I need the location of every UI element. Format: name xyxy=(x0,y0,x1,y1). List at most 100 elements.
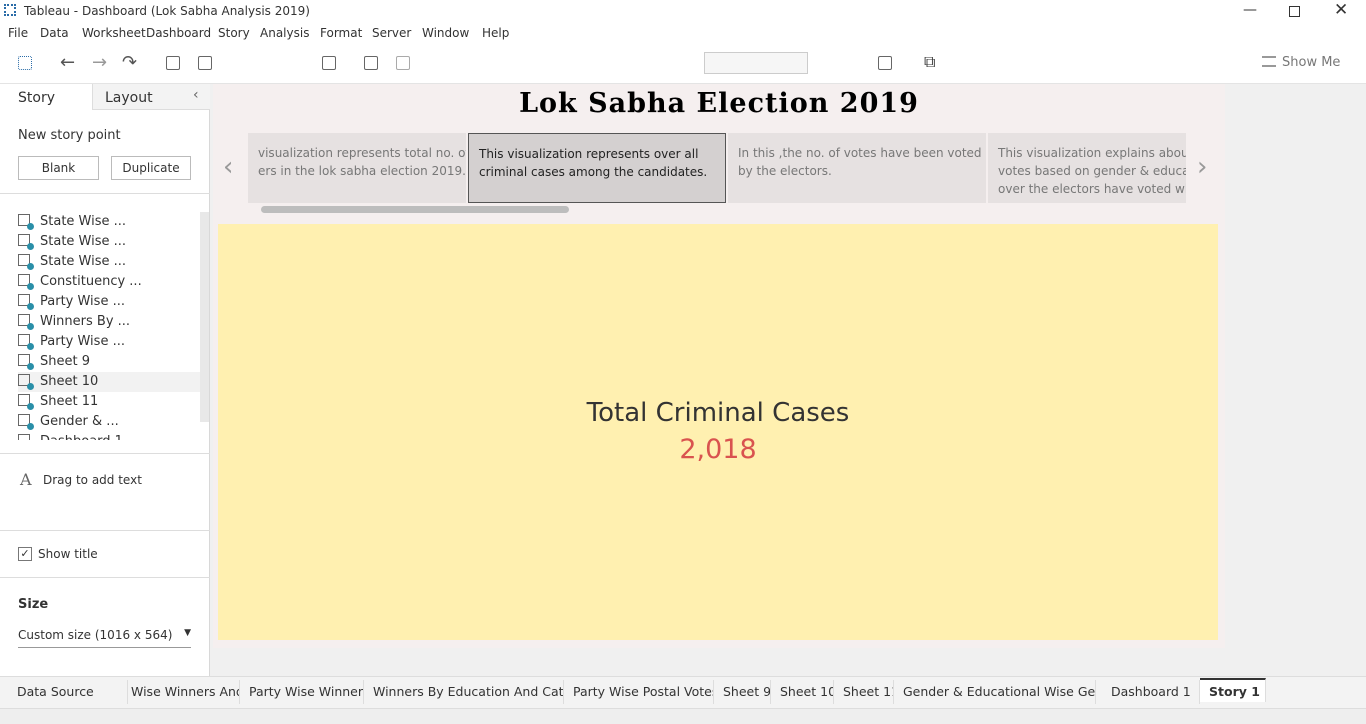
sheet-tab[interactable]: Party Wise Postal Votes xyxy=(564,680,714,704)
replay[interactable]: ↷ xyxy=(122,52,138,73)
share[interactable]: ⧉ xyxy=(924,52,936,71)
new-sheet[interactable] xyxy=(322,56,336,70)
menu-item[interactable]: Help xyxy=(482,26,510,40)
sheet-item[interactable]: Sheet 9 xyxy=(18,352,200,372)
sheet-tab[interactable]: Story 1 xyxy=(1200,678,1266,702)
collapse[interactable]: ‹ xyxy=(193,87,199,103)
toolbar: ← → ↷ ⧉ Show Me xyxy=(0,44,1366,84)
sheet-item[interactable]: Party Wise ... xyxy=(18,292,200,312)
sheet-name: Constituency ... xyxy=(40,274,142,289)
menu-item[interactable]: Analysis xyxy=(260,26,310,40)
restore[interactable] xyxy=(1289,6,1300,17)
sheet-name: Winners By ... xyxy=(40,314,131,329)
checkbox[interactable]: ✓ xyxy=(18,547,32,561)
menu-item[interactable]: Story xyxy=(218,26,250,40)
sheet-name: Sheet 10 xyxy=(40,374,99,389)
navigator-scroll[interactable] xyxy=(261,206,569,213)
story-point[interactable]: visualization represents total no. of ers… xyxy=(248,133,466,203)
scrollbar[interactable] xyxy=(200,212,209,422)
presentation[interactable] xyxy=(878,56,892,70)
fit-dropdown[interactable] xyxy=(704,52,808,74)
show-me[interactable]: Show Me xyxy=(1262,55,1340,70)
undo[interactable]: ← xyxy=(60,52,76,73)
duplicate-sheet[interactable] xyxy=(364,56,378,70)
new-story-point: New story point xyxy=(18,128,121,143)
sheet-icon xyxy=(18,434,30,440)
divider xyxy=(0,193,210,194)
duplicate-button[interactable]: Duplicate xyxy=(111,156,191,180)
story-pane: Story Layout ‹ New story point Blank Dup… xyxy=(0,84,210,676)
save[interactable] xyxy=(166,56,180,70)
sheet-name: Party Wise ... xyxy=(40,334,125,349)
tab-bar xyxy=(0,676,1366,708)
sheet-name: State Wise ... xyxy=(40,214,127,229)
sheet-icon xyxy=(18,314,34,330)
sheet-item[interactable]: State Wise ... xyxy=(18,212,200,232)
sheet-tab[interactable]: Gender & Educational Wise Gen... xyxy=(894,680,1096,704)
story-point-text: This visualization explains about g xyxy=(998,146,1186,160)
story-point-text: criminal cases among the candidates. xyxy=(479,165,708,179)
menu-item[interactable]: Dashboard xyxy=(146,26,212,40)
menu-item[interactable]: Worksheet xyxy=(82,26,146,40)
sheet-icon xyxy=(18,334,34,350)
redo[interactable]: → xyxy=(92,52,108,73)
sheet-tab[interactable]: Sheet 11 xyxy=(834,680,894,704)
sheet-tab[interactable]: Sheet 10 xyxy=(771,680,834,704)
sheet-name: Dashboard 1 xyxy=(40,434,123,440)
sheet-item[interactable]: Constituency ... xyxy=(18,272,200,292)
sheet-icon xyxy=(18,214,34,230)
sheet-item[interactable]: Dashboard 1 xyxy=(18,432,200,440)
sheet-icon xyxy=(18,254,34,270)
new-datasource[interactable] xyxy=(198,56,212,70)
sheet-item[interactable]: Sheet 11 xyxy=(18,392,200,412)
blank-button[interactable]: Blank xyxy=(18,156,99,180)
sheet-item[interactable]: Party Wise ... xyxy=(18,332,200,352)
size-dropdown[interactable]: Custom size (1016 x 564) ▼ xyxy=(18,628,191,648)
kpi-panel: Total Criminal Cases 2,018 xyxy=(218,224,1218,640)
menu-item[interactable]: Format xyxy=(320,26,363,40)
layout-tab[interactable]: Layout xyxy=(92,84,210,110)
sheet-item[interactable]: Sheet 10 xyxy=(18,372,200,392)
sheet-item[interactable]: State Wise ... xyxy=(18,252,200,272)
menu-item[interactable]: Server xyxy=(372,26,412,40)
sheet-item[interactable]: Winners By ... xyxy=(18,312,200,332)
menu-bar: File Data Worksheet Dashboard Story Analysis F… xyxy=(0,22,1366,44)
story-point[interactable]: This visualization explains about g votes… xyxy=(988,133,1186,203)
menu-item[interactable]: Window xyxy=(422,26,470,40)
kpi-label: Total Criminal Cases xyxy=(586,398,850,428)
sheet-name: Party Wise ... xyxy=(40,294,125,309)
story-point-text: over the electors have voted who xyxy=(998,182,1186,196)
close[interactable]: ✕ xyxy=(1334,0,1349,20)
minimize[interactable]: — xyxy=(1243,2,1257,18)
sheet-name: Gender & ... xyxy=(40,414,119,429)
sheet-tab[interactable]: Dashboard 1 xyxy=(1102,680,1200,704)
sheet-tab[interactable]: Sheet 9 xyxy=(714,680,771,704)
menu-item[interactable]: File xyxy=(8,26,29,40)
sheet-tab[interactable]: Winners By Education And Cate... xyxy=(364,680,564,704)
story-point-text: In this ,the no. of votes have been vote… xyxy=(738,146,982,160)
story-title: Lok Sabha Election 2019 xyxy=(519,88,919,119)
sheet-list: State Wise ... State Wise ... State Wise .… xyxy=(0,212,200,440)
kpi-value: 2,018 xyxy=(679,434,757,465)
story-point[interactable]: This visualization represents over all cr… xyxy=(468,133,726,203)
menu-item[interactable]: Data xyxy=(40,26,69,40)
divider xyxy=(0,577,210,578)
sheet-item[interactable]: Gender & ... xyxy=(18,412,200,432)
sheet-tab[interactable]: Data Source xyxy=(8,680,128,704)
sheet-item[interactable]: State Wise ... xyxy=(18,232,200,252)
sheet-icon xyxy=(18,274,34,290)
sheet-name: Sheet 11 xyxy=(40,394,99,409)
story-tab[interactable]: Story xyxy=(0,84,92,110)
clear-sheet[interactable] xyxy=(396,56,410,70)
sheet-tab[interactable]: Party Wise Winners xyxy=(240,680,364,704)
story-point-text: by the electors. xyxy=(738,164,832,178)
drag-text[interactable]: Drag to add text xyxy=(43,473,142,487)
story-point-text: visualization represents total no. of xyxy=(258,146,466,160)
logo[interactable] xyxy=(18,56,32,70)
story-point-text: This visualization represents over all xyxy=(479,147,699,161)
next-arrow[interactable]: › xyxy=(1197,152,1208,182)
story-point[interactable]: In this ,the no. of votes have been vote… xyxy=(728,133,986,203)
sheet-tab[interactable]: Wise Winners And ... xyxy=(122,680,240,704)
prev-arrow[interactable]: ‹ xyxy=(223,152,234,182)
